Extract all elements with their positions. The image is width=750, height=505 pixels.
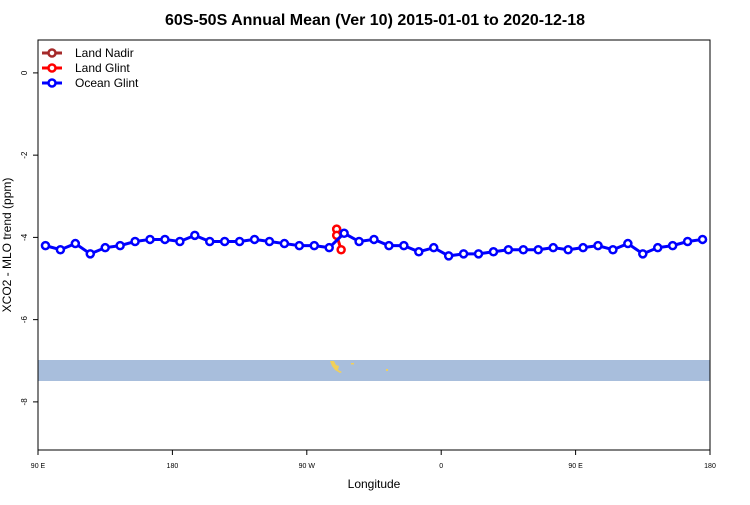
data-point xyxy=(533,244,544,255)
legend-label: Ocean Glint xyxy=(75,76,139,90)
data-point xyxy=(145,234,155,245)
data-point xyxy=(473,249,484,259)
data-point xyxy=(294,240,305,251)
data-point xyxy=(682,236,693,247)
data-point xyxy=(638,249,648,259)
map-land xyxy=(330,361,342,373)
x-tick-label: 90 E xyxy=(31,463,46,470)
map-strip xyxy=(38,360,710,381)
data-point xyxy=(339,228,349,239)
data-point xyxy=(563,244,573,255)
data-point xyxy=(279,238,290,249)
data-point xyxy=(488,247,499,257)
data-point xyxy=(175,236,185,247)
data-point xyxy=(190,230,200,241)
data-point xyxy=(324,242,334,253)
y-tick-label: -4 xyxy=(20,233,29,241)
data-point xyxy=(336,244,346,255)
x-axis-label: Longitude xyxy=(348,477,401,491)
y-tick-label: 0 xyxy=(20,70,29,75)
data-point xyxy=(518,244,529,255)
data-point xyxy=(697,234,708,245)
data-point xyxy=(55,244,66,255)
data-point xyxy=(219,236,230,247)
data-point xyxy=(234,236,245,247)
map-land xyxy=(351,363,354,365)
x-tick-label: 0 xyxy=(439,463,443,470)
data-point xyxy=(623,238,633,249)
data-point xyxy=(264,236,275,247)
x-tick-label: 90 W xyxy=(299,463,316,470)
data-point xyxy=(414,247,424,257)
y-tick-label: -2 xyxy=(20,151,29,159)
data-point xyxy=(399,240,409,251)
data-point xyxy=(428,242,439,253)
data-point xyxy=(249,234,260,245)
plot-frame xyxy=(37,39,711,451)
legend-marker xyxy=(47,63,57,73)
data-point xyxy=(160,234,170,245)
data-point xyxy=(608,244,618,255)
data-point xyxy=(667,240,678,251)
data-point xyxy=(369,234,379,245)
data-point xyxy=(503,244,514,255)
data-point xyxy=(578,242,588,253)
data-point xyxy=(458,249,469,259)
data-point xyxy=(354,236,364,247)
data-point xyxy=(85,249,96,259)
data-point xyxy=(593,240,603,251)
data-point xyxy=(384,240,394,251)
y-tick-label: -6 xyxy=(20,316,29,324)
y-tick-label: -8 xyxy=(20,398,29,406)
legend-label: Land Glint xyxy=(75,61,130,75)
x-tick-label: 90 E xyxy=(568,463,583,470)
chart-title: 60S-50S Annual Mean (Ver 10) 2015-01-01 … xyxy=(165,12,585,29)
x-tick-label: 180 xyxy=(704,463,716,470)
data-point xyxy=(130,236,140,247)
data-point xyxy=(548,242,558,253)
legend-marker xyxy=(47,78,57,88)
legend-label: Land Nadir xyxy=(75,46,134,60)
data-point xyxy=(652,242,663,253)
legend-marker xyxy=(47,48,57,58)
data-point xyxy=(204,236,215,247)
data-point xyxy=(70,238,81,249)
map-land xyxy=(386,369,388,371)
x-tick-label: 180 xyxy=(167,463,179,470)
data-point xyxy=(443,251,454,261)
y-axis-label: XCO2 - MLO trend (ppm) xyxy=(0,178,14,313)
data-point xyxy=(115,240,125,251)
data-point xyxy=(100,242,110,253)
data-point xyxy=(40,240,51,251)
data-point xyxy=(309,240,320,251)
